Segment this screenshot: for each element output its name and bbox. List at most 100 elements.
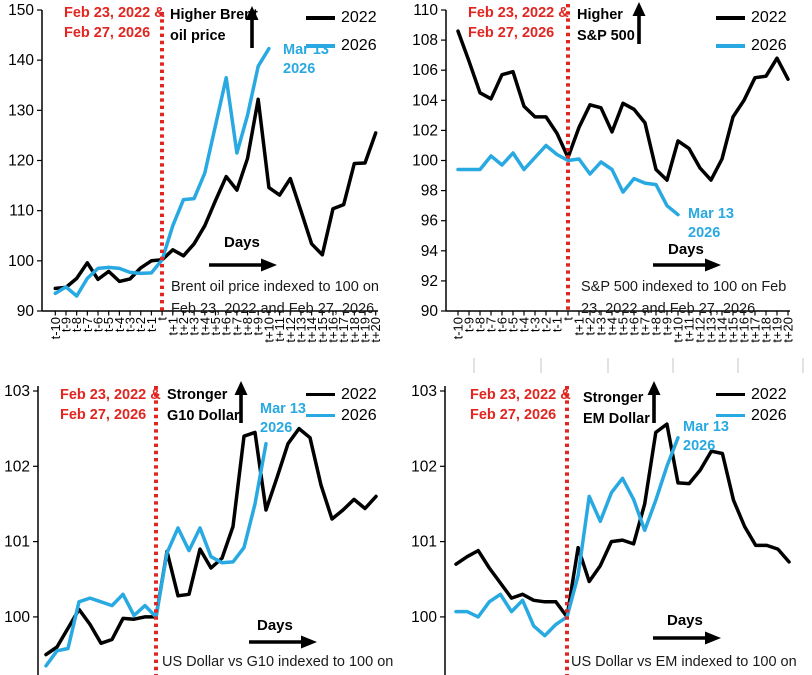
y-tick-label: 102 — [4, 458, 30, 475]
x-tick-label: t+16 — [325, 317, 340, 343]
legend-2026-line-icon — [716, 44, 745, 48]
right-arrow-icon — [653, 631, 721, 645]
y-tick-label: 104 — [412, 92, 438, 109]
x-tick-label: t+6 — [219, 317, 234, 335]
endpoint-date-line1: Mar 13 — [283, 42, 329, 58]
x-tick-label: t+11 — [272, 317, 287, 342]
chart-caption: Brent oil price indexed to 100 on Feb 23… — [171, 276, 379, 320]
series-2022-line — [454, 422, 791, 619]
y-tick-label: 90 — [17, 303, 35, 320]
x-tick-label: t-1 — [144, 317, 159, 332]
event-date-line2: Feb 27, 2026 — [64, 25, 151, 41]
x-tick-label: t+4 — [197, 317, 212, 335]
endpoint-date-label: Mar 13 2026 — [260, 400, 306, 438]
direction-title: Stronger G10 Dollar — [167, 385, 240, 427]
chart-caption: US Dollar vs EM indexed to 100 on — [571, 651, 797, 673]
x-tick-label: t+11 — [682, 317, 697, 342]
x-tick-label: t+5 — [616, 317, 631, 335]
x-tick-label: t+3 — [187, 317, 202, 335]
y-tick-label: 90 — [421, 303, 439, 320]
y-tick-label: 110 — [9, 203, 34, 220]
x-tick-label: t+1 — [165, 317, 180, 335]
endpoint-date-line1: Mar 13 — [688, 206, 734, 222]
legend-entry-2026: 2026 — [306, 32, 377, 60]
up-arrow-icon — [632, 2, 646, 44]
direction-title-line1: Stronger — [583, 390, 644, 406]
legend: 2022 2026 — [306, 4, 377, 60]
direction-title: Higher S&P 500 — [577, 5, 635, 47]
x-tick-label: t+20 — [368, 317, 383, 343]
right-arrow-icon — [653, 258, 721, 272]
legend-2022-label: 2022 — [341, 385, 377, 403]
legend-2026-line-icon — [306, 44, 335, 48]
legend-entry-2026: 2026 — [716, 32, 787, 60]
endpoint-date-line2: 2026 — [283, 61, 316, 77]
legend-2026-label: 2026 — [751, 37, 787, 54]
x-tick-label: t-3 — [123, 317, 138, 332]
x-tick-label: t+2 — [176, 317, 191, 335]
caption-line2: Feb 23, 2022 and Feb 27, 2026 — [171, 301, 375, 317]
legend: 2022 2026 — [716, 4, 787, 60]
x-tick-label: t+16 — [737, 317, 752, 343]
x-tick-label: t-1 — [550, 317, 565, 332]
legend-entry-2022: 2022 — [716, 384, 787, 405]
legend-2026-line-icon — [716, 413, 745, 418]
endpoint-date-line1: Mar 13 — [683, 419, 729, 435]
direction-title-line2: oil price — [170, 28, 226, 44]
chart-caption: US Dollar vs G10 indexed to 100 on — [162, 651, 393, 673]
brent-plot-svg: 15014013012011010090t-10t-9t-8t-7t-6t-5t… — [8, 2, 383, 343]
x-tick-label: t-2 — [133, 317, 148, 332]
direction-title-line2: EM Dollar — [583, 411, 650, 427]
chart-usd-em: 103 102 101 100 Feb 23, 2022 & Feb 27, 2026… — [406, 380, 812, 675]
x-tick-label: t+13 — [293, 317, 308, 343]
y-tick-label: 94 — [421, 243, 439, 260]
x-tick-label: t+12 — [693, 317, 708, 343]
endpoint-date-line2: 2026 — [683, 438, 716, 454]
days-axis-label: Days — [224, 234, 260, 251]
y-tick-label: 110 — [413, 2, 438, 19]
legend-2026-label: 2026 — [341, 37, 377, 54]
days-axis-label: Days — [667, 612, 703, 629]
direction-title: Higher Brent oil price — [170, 5, 258, 47]
days-axis-label: Days — [668, 241, 704, 258]
right-arrow-icon — [249, 635, 317, 649]
chart-usd-g10: 103 102 101 100 Feb 23, 2022 & Feb 27, 2026… — [0, 380, 406, 675]
x-tick-label: t+15 — [726, 317, 741, 343]
x-tick-label: t-10 — [451, 317, 466, 339]
x-tick-label: t-4 — [517, 317, 532, 332]
x-tick-label: t-2 — [539, 317, 554, 332]
x-tick-label: t+17 — [748, 317, 763, 343]
endpoint-date-line2: 2026 — [260, 420, 293, 436]
y-tick-label: 150 — [8, 2, 34, 19]
chart-sp500: 110 108 106 104 102 100 98 96 94 92 90 t-10 t-9 t-8 t-… — [406, 0, 812, 380]
legend-2022-label: 2022 — [341, 9, 377, 26]
legend-2026-label: 2026 — [341, 406, 377, 424]
g10-plot-svg: 103 102 101 100 — [4, 383, 378, 675]
event-date-line2: Feb 27, 2026 — [60, 407, 147, 423]
caption-line1: US Dollar vs G10 indexed to 100 on — [162, 654, 394, 670]
direction-title-line1: Higher — [577, 7, 623, 23]
direction-title-line2: S&P 500 — [577, 28, 635, 44]
caption-line1: Brent oil price indexed to 100 on — [171, 279, 379, 295]
days-axis-label: Days — [257, 617, 293, 634]
legend-2022-line-icon — [306, 392, 335, 397]
event-date-line2: Feb 27, 2026 — [470, 407, 557, 423]
x-tick-label: t+20 — [781, 317, 796, 343]
legend: 2022 2026 — [306, 384, 377, 426]
endpoint-date-label: Mar 13 2026 — [683, 418, 729, 456]
caption-line1: S&P 500 indexed to 100 on Feb — [581, 279, 787, 295]
x-tick-label: t-7 — [80, 317, 95, 332]
up-arrow-icon — [234, 381, 248, 423]
x-tick-label: t+9 — [251, 317, 266, 335]
up-arrow-icon — [647, 381, 661, 423]
legend-2026-line-icon — [306, 413, 335, 418]
x-tick-label: t-3 — [528, 317, 543, 332]
y-tick-label: 130 — [8, 102, 34, 119]
x-tick-label: t-4 — [112, 317, 127, 332]
x-tick-label: t-5 — [101, 317, 116, 332]
x-tick-label: t+8 — [649, 317, 664, 335]
x-tick-label: t-9 — [58, 317, 73, 332]
x-tick-label: t+7 — [638, 317, 653, 335]
direction-title: Stronger EM Dollar — [583, 388, 650, 430]
x-tick-label: t+19 — [358, 317, 373, 343]
